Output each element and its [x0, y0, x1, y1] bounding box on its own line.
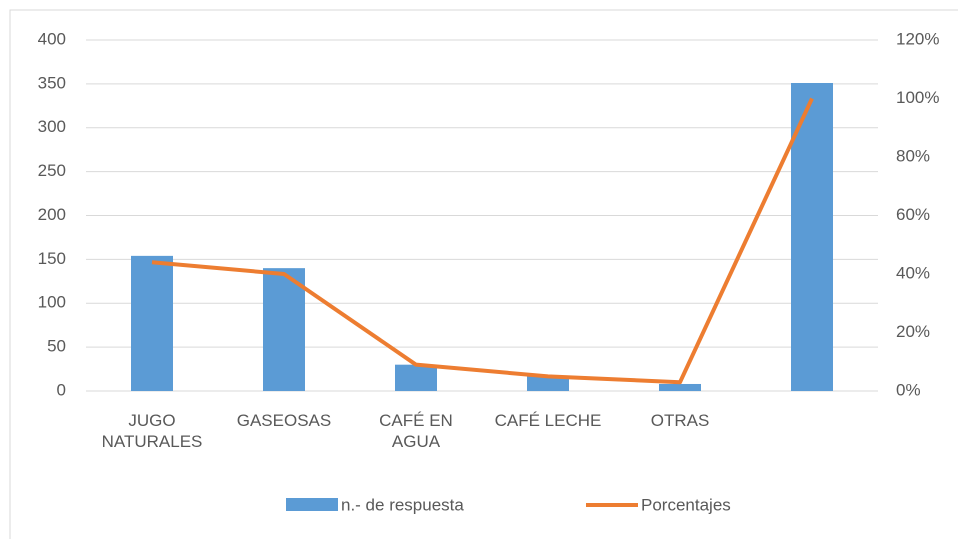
y2-tick-label: 0% [896, 380, 921, 399]
y-tick-label: 400 [38, 29, 66, 48]
y2-tick-label: 80% [896, 146, 930, 165]
y-tick-label: 150 [38, 249, 66, 268]
y-tick-label: 200 [38, 205, 66, 224]
y2-tick-label: 20% [896, 322, 930, 341]
bar [395, 364, 437, 391]
x-tick-label: JUGO NATURALES [101, 411, 203, 451]
y-tick-label: 350 [38, 73, 66, 92]
legend-swatch [286, 498, 338, 511]
y-tick-label: 0 [57, 380, 66, 399]
x-tick-label: CAFÉ EN AGUA [379, 411, 453, 451]
bar [131, 255, 173, 391]
x-tick-label: GASEOSAS [236, 411, 332, 430]
y2-tick-label: 120% [896, 29, 939, 48]
y-tick-label: 300 [38, 117, 66, 136]
y2-tick-label: 40% [896, 263, 930, 282]
bar [527, 376, 569, 391]
y2-tick-label: 100% [896, 88, 939, 107]
line [151, 97, 814, 385]
y-tick-label: 250 [38, 161, 66, 180]
x-tick-label: OTRAS [650, 411, 710, 430]
bar [263, 268, 305, 391]
bar [791, 82, 833, 391]
legend-label: Porcentajes [641, 495, 731, 514]
x-tick-label: CAFÉ LECHE [494, 411, 602, 430]
legend-label: n.- de respuesta [341, 495, 464, 514]
y-tick-label: 100 [38, 293, 66, 312]
chart-frame [9, 9, 958, 539]
bar [659, 383, 701, 391]
y-tick-label: 50 [47, 337, 66, 356]
y2-tick-label: 60% [896, 205, 930, 224]
